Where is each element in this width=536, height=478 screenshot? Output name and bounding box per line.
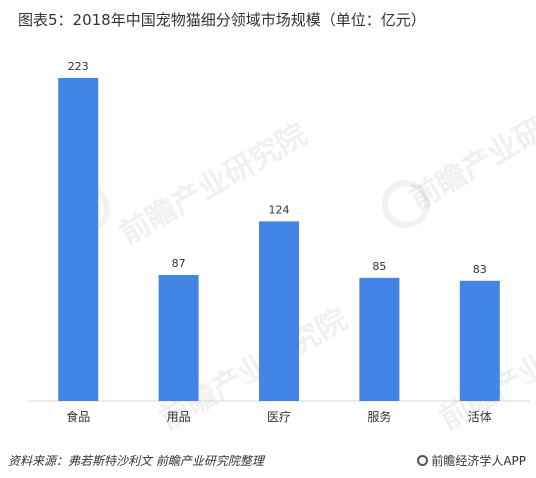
x-tick-label-5: 活体 xyxy=(468,410,492,424)
qianzhan-logo-icon xyxy=(417,455,429,466)
x-tick-label-4: 服务 xyxy=(367,409,391,424)
bar-2 xyxy=(158,274,199,401)
x-tick-label-1: 食品 xyxy=(66,409,90,424)
brand-text: 前瞻经济学人APP xyxy=(431,454,526,468)
source-note: 资料来源：弗若斯特沙利文 前瞻产业研究院整理 xyxy=(8,454,264,468)
data-label-3: 124 xyxy=(269,203,290,216)
data-label-1: 223 xyxy=(68,60,89,73)
data-label-2: 87 xyxy=(172,257,186,270)
bar-5 xyxy=(459,280,500,401)
x-tick-label-2: 用品 xyxy=(167,410,191,424)
brand-label: 前瞻经济学人APP xyxy=(417,452,526,469)
x-tick-label-3: 医疗 xyxy=(267,410,291,424)
bar-1 xyxy=(58,78,99,401)
data-label-5: 83 xyxy=(473,263,487,276)
bar-4 xyxy=(359,277,400,401)
chart-title: 图表5：2018年中国宠物猫细分领域市场规模（单位：亿元） xyxy=(18,11,426,29)
data-label-4: 85 xyxy=(372,260,386,273)
bars-group: 223 食品 87 用品 124 医疗 85 服务 83 活体 xyxy=(58,60,500,424)
bar-3 xyxy=(259,221,299,401)
